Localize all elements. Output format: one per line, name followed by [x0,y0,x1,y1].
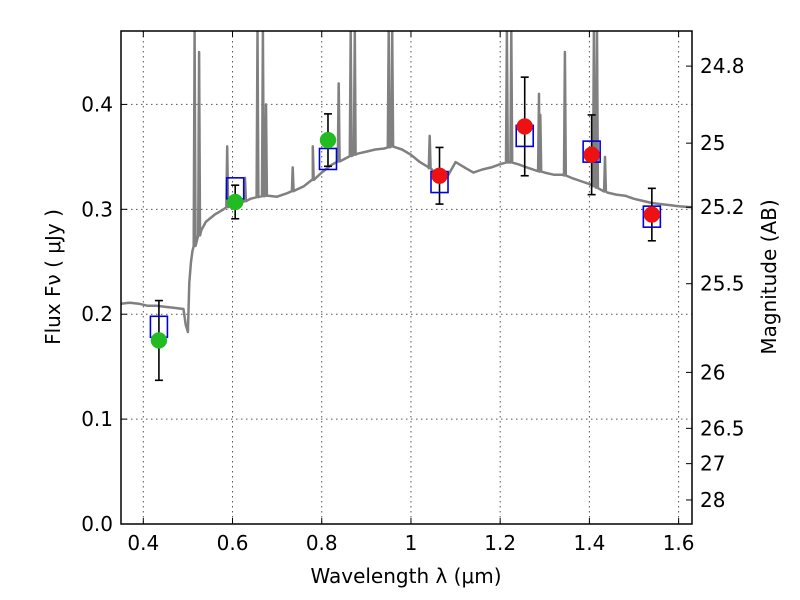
y-tick-label: 0.4 [81,92,113,116]
magnitude-tick-label: 28 [700,488,725,512]
y-tick-label: 0.3 [81,197,113,221]
magnitude-tick-label: 25 [700,131,725,155]
spectrum-line [121,31,692,334]
optical-data-point [319,131,337,149]
magnitude-tick-label: 26.5 [700,416,745,440]
nir-data-point [431,167,448,185]
magnitude-tick-label: 25.2 [700,195,745,219]
magnitude-axis-title: Magnitude (AB) [757,199,781,354]
nir-data-point [583,146,600,164]
nir-data-point [643,206,661,223]
y-tick-label: 0.1 [81,407,113,431]
model-flux-marker [318,147,338,171]
x-tick-label: 0.6 [217,531,249,555]
model-flux-markers [149,124,662,339]
magnitude-tick-label: 25.5 [700,272,745,296]
grid-lines [121,31,692,525]
x-tick-label: 0.4 [127,531,159,555]
x-axis: 0.4 0.6 0.8 1 1.2 1.4 1.6 [127,31,695,555]
observed-points [150,118,661,349]
error-bars [154,76,656,382]
plot-frame [120,30,693,525]
x-tick-label: 1 [405,531,418,555]
magnitude-tick-label: 27 [700,452,725,476]
x-tick-label: 1.6 [663,531,695,555]
magnitude-tick-label: 26 [700,360,725,384]
optical-data-point [226,193,244,211]
magnitude-axis: 24.8 25 25.2 25.5 26 26.5 27 28 [686,54,745,512]
y-tick-label: 0.0 [81,512,113,536]
x-tick-label: 1.4 [573,531,605,555]
optical-data-point [150,332,168,349]
nir-data-point [516,118,533,135]
x-tick-label: 1.2 [484,531,516,555]
x-axis-title: Wavelength λ (μm) [310,564,501,588]
y-axis-title: Flux Fν ( μJy ) [41,209,65,345]
plot-area [121,31,692,382]
y-axis: 0.0 0.1 0.2 0.3 0.4 [81,92,127,536]
x-tick-label: 0.8 [306,531,338,555]
model-flux-marker [642,205,662,228]
model-spectrum [121,31,692,334]
y-tick-label: 0.2 [81,302,113,326]
magnitude-tick-label: 24.8 [700,54,745,78]
